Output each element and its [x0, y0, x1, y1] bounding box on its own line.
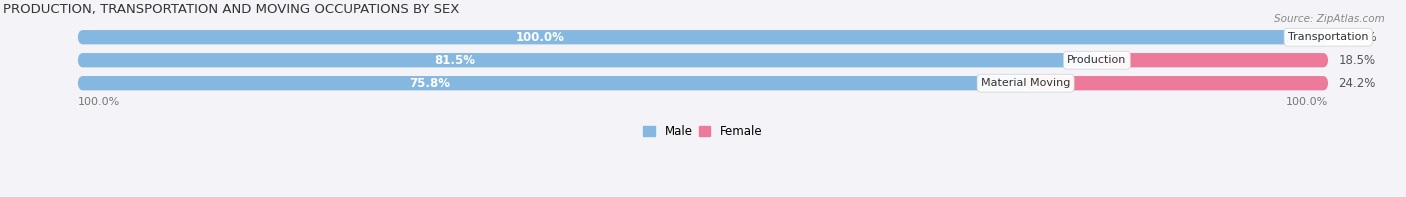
- Text: PRODUCTION, TRANSPORTATION AND MOVING OCCUPATIONS BY SEX: PRODUCTION, TRANSPORTATION AND MOVING OC…: [3, 3, 460, 16]
- FancyBboxPatch shape: [1097, 53, 1329, 67]
- Text: 100.0%: 100.0%: [516, 31, 564, 44]
- FancyBboxPatch shape: [77, 30, 1329, 44]
- Text: 24.2%: 24.2%: [1339, 77, 1375, 90]
- Text: 75.8%: 75.8%: [409, 77, 450, 90]
- FancyBboxPatch shape: [77, 53, 1329, 67]
- Text: Production: Production: [1067, 55, 1126, 65]
- Text: 100.0%: 100.0%: [1286, 97, 1329, 107]
- FancyBboxPatch shape: [1025, 76, 1329, 90]
- Legend: Male, Female: Male, Female: [638, 120, 768, 143]
- Text: 81.5%: 81.5%: [434, 54, 475, 67]
- Text: 0.0%: 0.0%: [1347, 31, 1376, 44]
- FancyBboxPatch shape: [77, 76, 1025, 90]
- Text: 18.5%: 18.5%: [1339, 54, 1375, 67]
- Text: 100.0%: 100.0%: [77, 97, 120, 107]
- Text: Transportation: Transportation: [1288, 32, 1368, 42]
- FancyBboxPatch shape: [77, 76, 1329, 90]
- FancyBboxPatch shape: [77, 30, 1329, 44]
- FancyBboxPatch shape: [77, 53, 1097, 67]
- Text: Material Moving: Material Moving: [981, 78, 1070, 88]
- Text: Source: ZipAtlas.com: Source: ZipAtlas.com: [1274, 14, 1385, 24]
